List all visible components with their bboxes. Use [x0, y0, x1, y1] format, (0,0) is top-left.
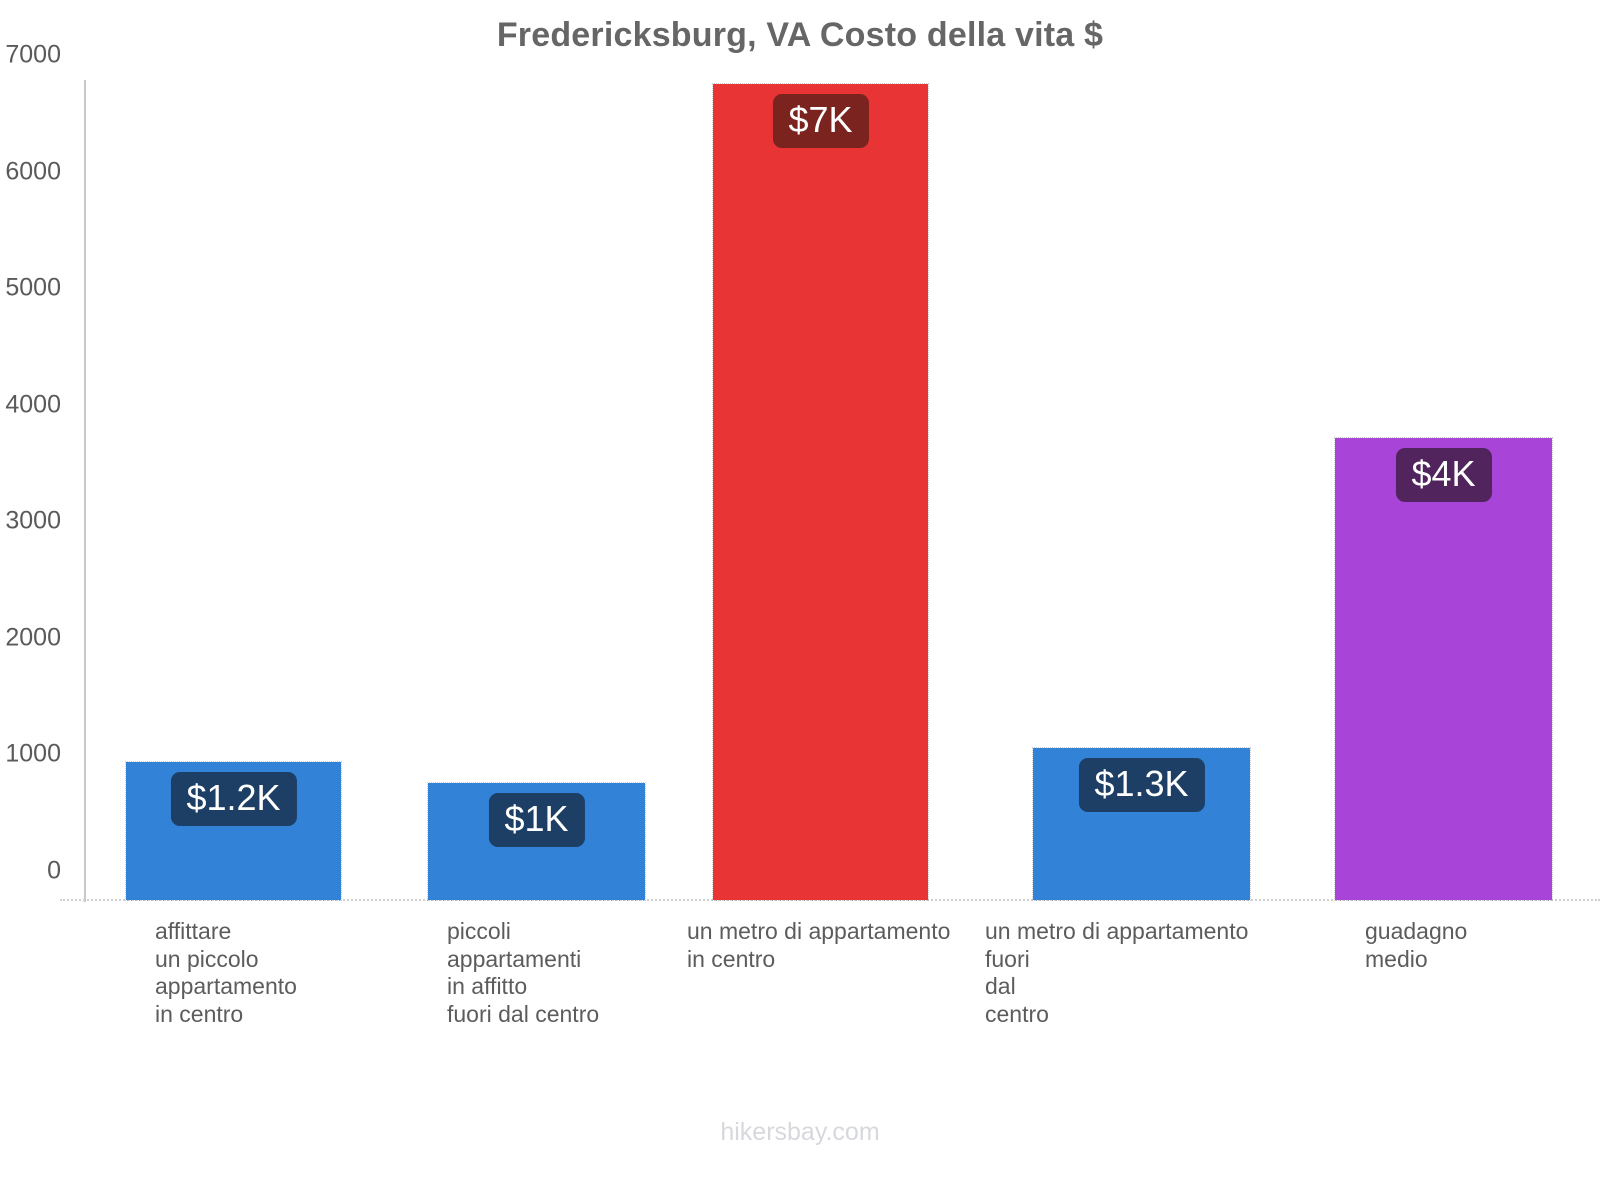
y-axis-tick-label: 6000 [5, 157, 61, 186]
bar[interactable]: $4K [1334, 437, 1553, 901]
y-axis-tick-label: 0 [47, 856, 61, 885]
y-axis-line [84, 80, 86, 902]
y-axis-tick-label: 5000 [5, 273, 61, 302]
x-axis-category-label: piccoli appartamenti in affitto fuori da… [447, 918, 600, 1027]
bar-fill [1334, 437, 1553, 901]
x-axis-category-label: un metro di appartamento fuori dal centr… [985, 918, 1249, 1027]
plot-area: 0 1000 2000 3000 4000 5000 6000 7000 $1.2K $1K $7… [5, 41, 1585, 902]
bar[interactable]: $1.3K [1032, 746, 1251, 902]
y-axis-tick-label: 4000 [5, 390, 61, 419]
bar[interactable]: $7K [712, 83, 929, 901]
x-axis-category-label: affittare un piccolo appartamento in cen… [155, 918, 297, 1027]
y-axis-tick-label: 7000 [5, 40, 61, 69]
x-axis-category-label: un metro di appartamento in centro [687, 918, 951, 972]
bar-value-label: $1K [488, 793, 585, 848]
y-axis-tick-label: 3000 [5, 506, 61, 535]
x-axis-baseline [60, 899, 1600, 901]
y-axis-tick-label: 2000 [5, 623, 61, 652]
y-axis-tick-label: 1000 [5, 739, 61, 768]
bar-value-label: $4K [1395, 448, 1492, 503]
bar[interactable]: $1.2K [125, 761, 342, 901]
bar-value-label: $1.3K [1078, 757, 1205, 812]
bar-value-label: $1.2K [170, 772, 297, 827]
x-axis-category-label: guadagno medio [1365, 918, 1468, 972]
bar-value-label: $7K [772, 94, 869, 148]
bar[interactable]: $1K [427, 782, 646, 901]
watermark: hikersbay.com [720, 1118, 880, 1146]
bar-fill [712, 83, 929, 901]
page-title: Fredericksburg, VA Costo della vita $ [496, 16, 1104, 54]
